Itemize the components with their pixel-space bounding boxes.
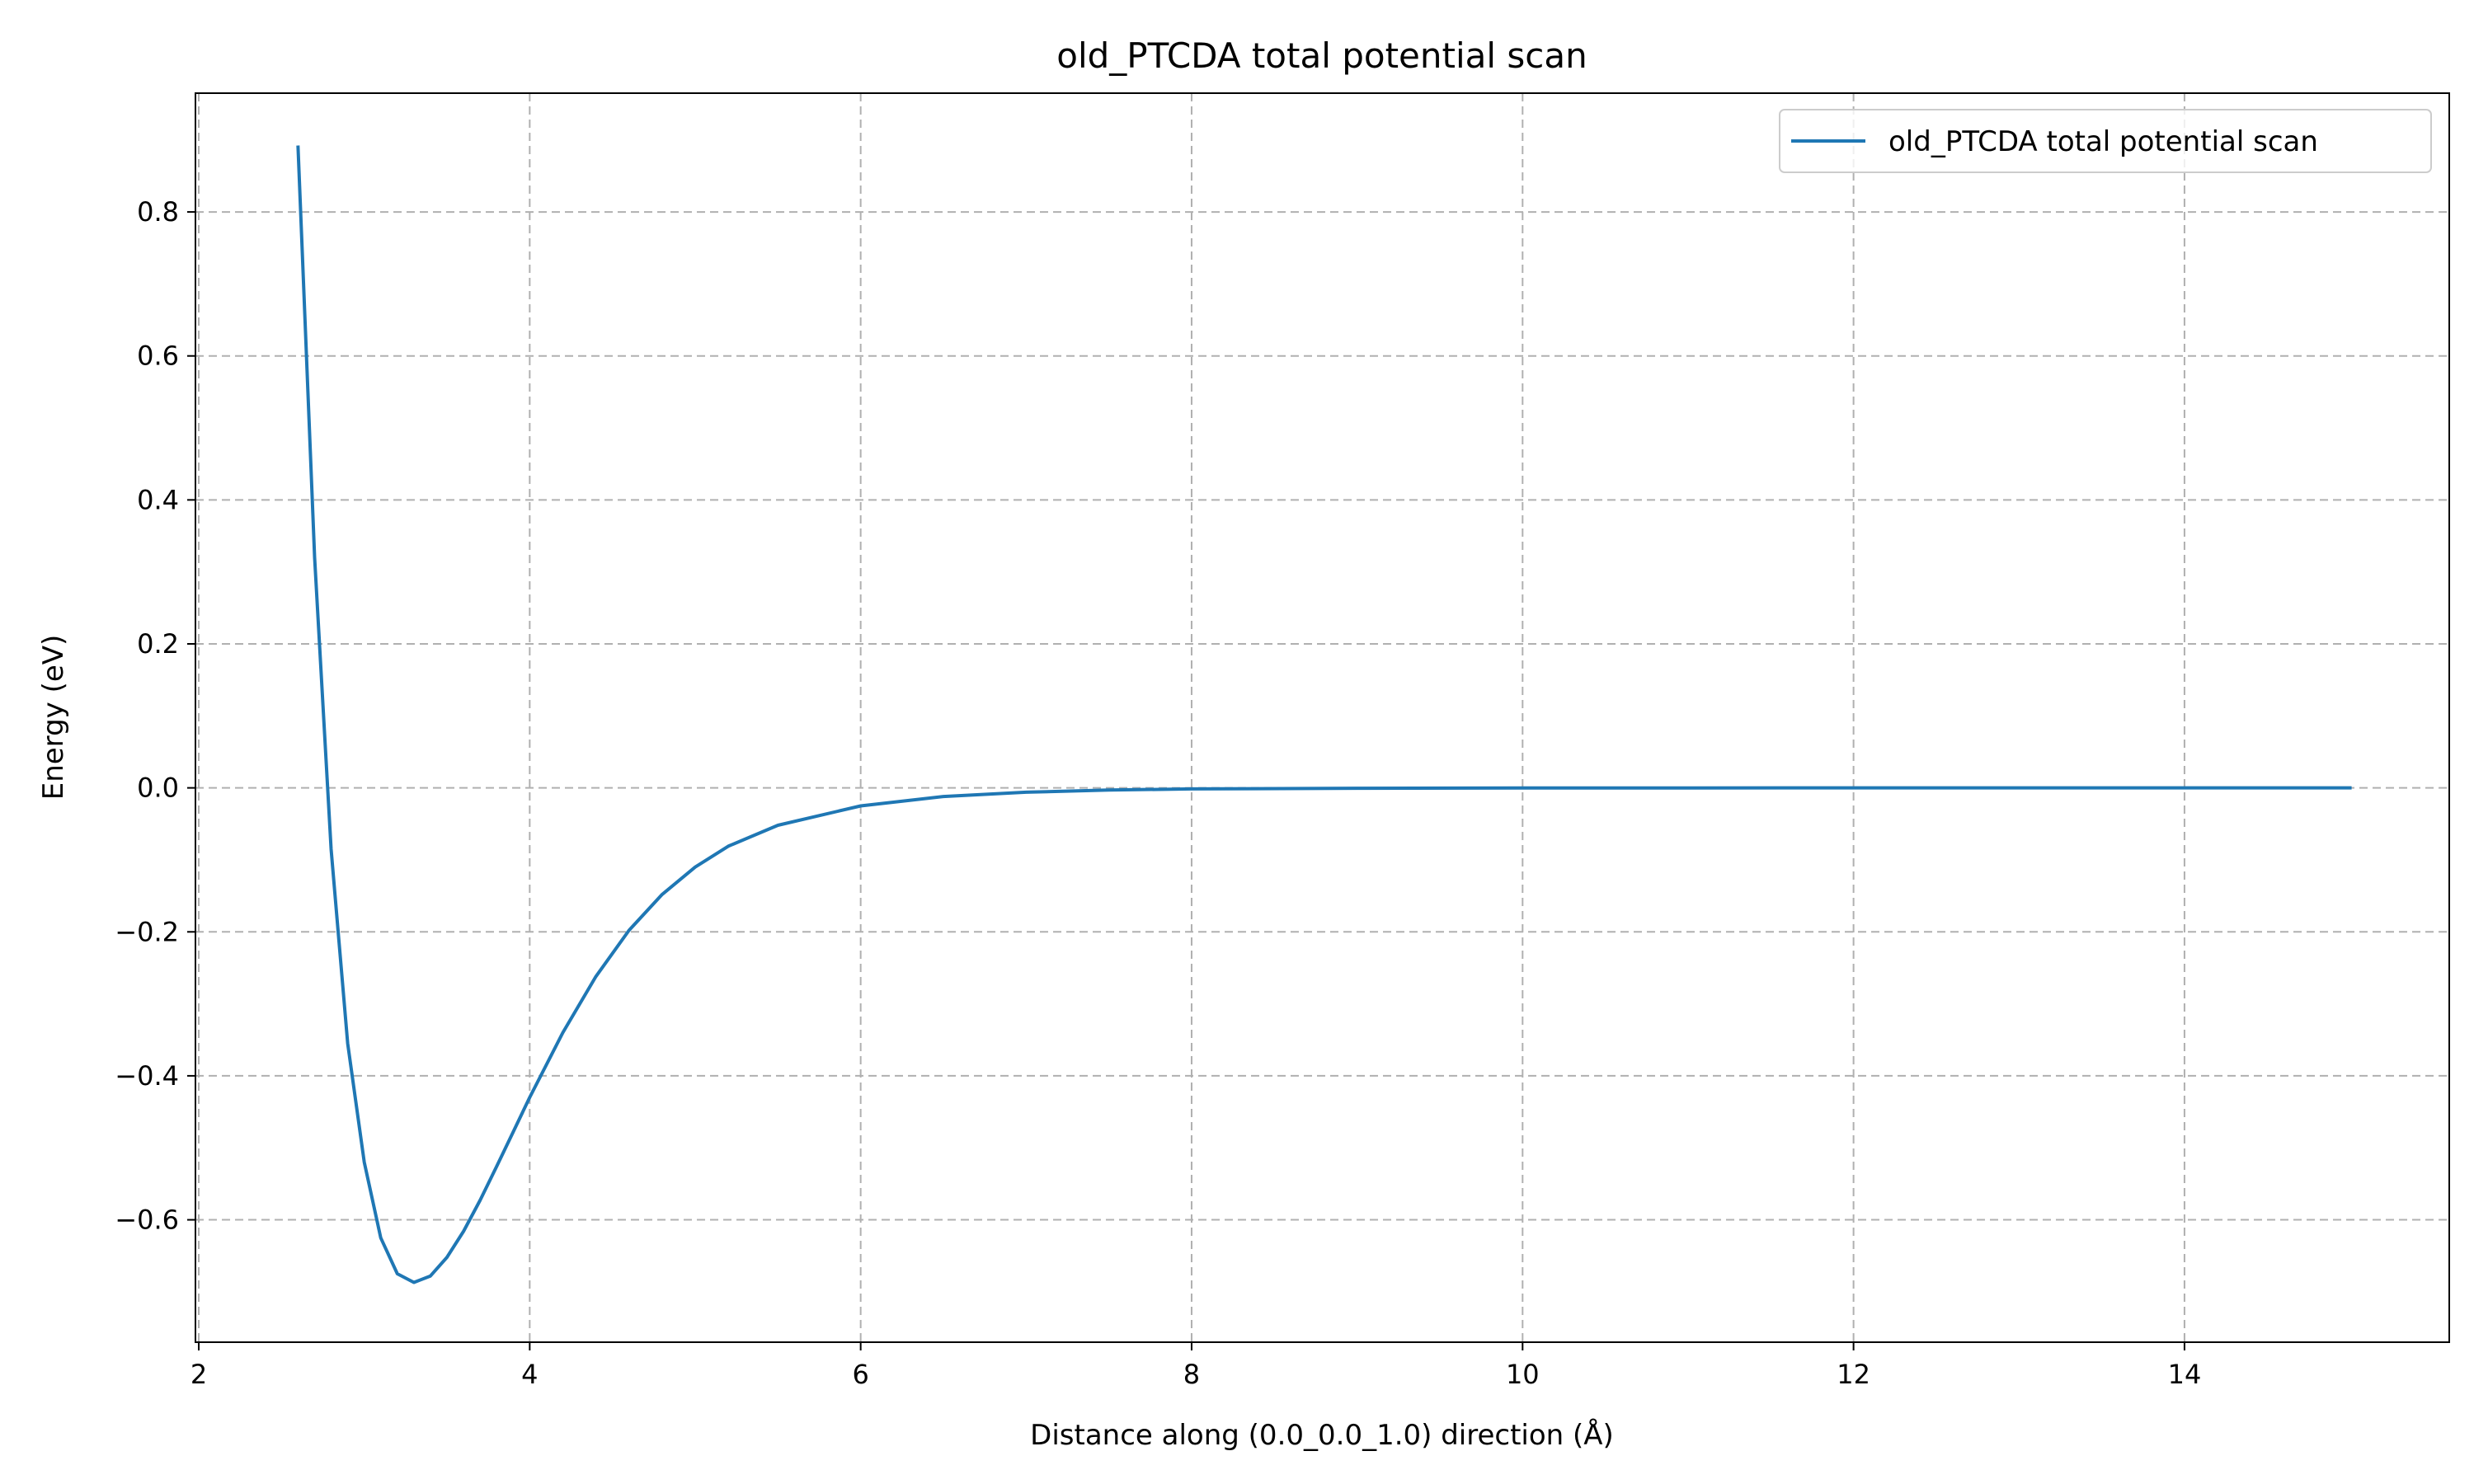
x-tick-label: 12 [1837,1359,1870,1390]
x-tick-label: 2 [190,1359,207,1390]
legend-box [1779,109,2432,173]
plot-area-frame [195,92,2450,1343]
y-tick-label: 0.0 [137,773,179,804]
x-axis-ticks: 2 4 6 8 10 12 14 [190,1342,2201,1390]
y-axis-ticks: −0.6 −0.4 −0.2 0.0 0.2 0.4 0.6 0.8 [115,196,195,1236]
grid-lines [195,93,2449,1342]
y-tick-label: −0.4 [115,1060,179,1092]
series-layer [296,145,2352,1284]
y-tick-label: 0.8 [137,196,179,228]
x-tick-label: 14 [2168,1359,2202,1390]
y-tick-label: 0.6 [137,340,179,372]
series-line [296,145,2352,1284]
x-tick-label: 4 [521,1359,538,1390]
y-axis-title: Energy (eV) [37,635,70,801]
y-tick-label: 0.2 [137,628,179,660]
chart-title: old_PTCDA total potential scan [1056,35,1587,76]
y-tick-label: −0.6 [115,1205,179,1236]
x-tick-label: 10 [1506,1359,1540,1390]
y-tick-label: 0.4 [137,484,179,515]
legend: old_PTCDA total potential scan [1779,109,2432,173]
legend-label: old_PTCDA total potential scan [1888,125,2318,158]
x-tick-label: 8 [1183,1359,1200,1390]
y-tick-label: −0.2 [115,916,179,947]
x-tick-label: 6 [852,1359,868,1390]
x-axis-title: Distance along (0.0_0.0_1.0) direction (… [1030,1418,1614,1452]
